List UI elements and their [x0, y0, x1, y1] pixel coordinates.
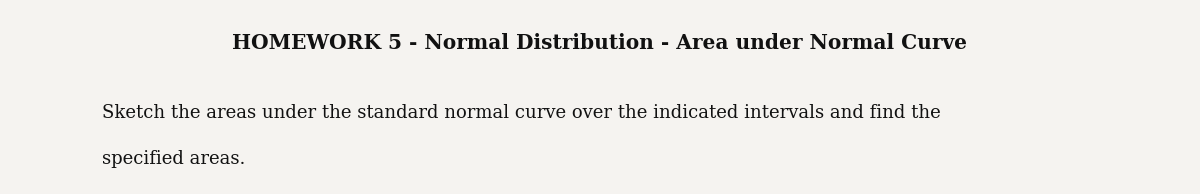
Text: Sketch the areas under the standard normal curve over the indicated intervals an: Sketch the areas under the standard norm…: [102, 104, 941, 121]
Text: HOMEWORK 5 - Normal Distribution - Area under Normal Curve: HOMEWORK 5 - Normal Distribution - Area …: [233, 33, 967, 53]
Text: specified areas.: specified areas.: [102, 150, 245, 168]
